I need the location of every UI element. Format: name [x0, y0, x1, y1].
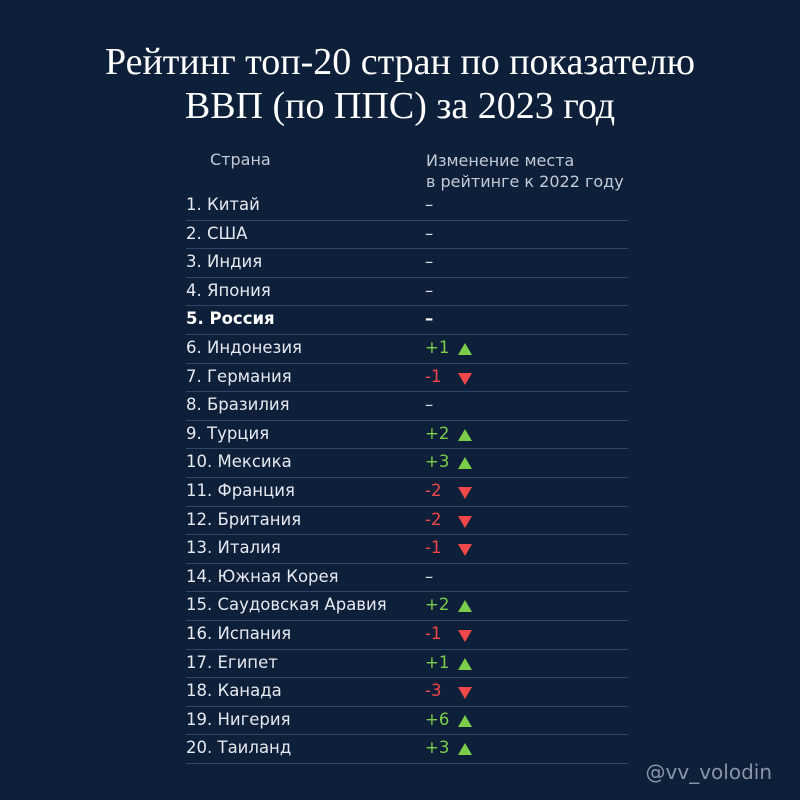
country-label: 15. Саудовская Аравия: [186, 595, 387, 615]
arrow-up-icon: [458, 657, 472, 670]
country-label: 4. Япония: [186, 280, 271, 300]
arrow-up-icon: [458, 428, 472, 441]
country-label: 19. Нигерия: [186, 709, 291, 729]
rank-change-value: -1: [425, 623, 442, 643]
rank-change-value: +3: [425, 452, 450, 472]
column-header-change-line-1: Изменение места: [426, 151, 575, 170]
arrow-down-icon: [458, 372, 472, 385]
country-label: 16. Испания: [186, 623, 292, 643]
table-row: 16. Испания -1: [186, 621, 628, 650]
rank-change-value: +6: [425, 709, 450, 729]
table-row: 10. Мексика +3: [186, 449, 628, 478]
page-title: Рейтинг топ-20 стран по показателю ВВП (…: [0, 40, 800, 128]
country-label: 13. Италия: [186, 538, 281, 558]
country-label: 5. Россия: [186, 309, 275, 329]
arrow-up-icon: [458, 457, 472, 470]
rank-change-value: –: [425, 252, 434, 272]
rank-change-value: +3: [425, 738, 450, 758]
country-label: 1. Китай: [186, 195, 260, 214]
arrow-up-icon: [458, 714, 472, 727]
table-row: 2. США –: [186, 221, 628, 250]
table-row: 6. Индонезия +1: [186, 335, 628, 364]
rank-change-value: –: [425, 566, 434, 586]
country-label: 6. Индонезия: [186, 337, 302, 357]
country-label: 20. Таиланд: [186, 738, 292, 758]
table-row: 18. Канада -3: [186, 678, 628, 707]
country-label: 10. Мексика: [186, 452, 292, 472]
country-label: 14. Южная Корея: [186, 566, 339, 586]
column-header-change: Изменение места в рейтинге к 2022 году: [426, 150, 624, 192]
arrow-down-icon: [458, 687, 472, 700]
table-row: 15. Саудовская Аравия +2: [186, 592, 628, 621]
column-header-change-line-2: в рейтинге к 2022 году: [426, 172, 624, 191]
rank-change-value: -3: [425, 681, 442, 701]
title-line-1: Рейтинг топ-20 стран по показателю: [104, 41, 696, 83]
rank-change-value: –: [425, 395, 434, 415]
ranking-table: 1. Китай –2. США –3. Индия –4. Япония –5. Ро…: [186, 192, 628, 764]
country-label: 17. Египет: [186, 652, 278, 672]
table-row: 14. Южная Корея –: [186, 564, 628, 593]
arrow-down-icon: [458, 629, 472, 642]
country-label: 7. Германия: [186, 366, 292, 386]
rank-change-value: +1: [425, 652, 450, 672]
arrow-up-icon: [458, 342, 472, 355]
rank-change-value: +2: [425, 595, 450, 615]
title-line-2: ВВП (по ППС) за 2023 год: [184, 85, 616, 127]
table-row: 12. Британия -2: [186, 507, 628, 536]
table-row: 13. Италия -1: [186, 535, 628, 564]
arrow-up-icon: [458, 743, 472, 756]
table-row: 19. Нигерия +6: [186, 707, 628, 736]
table-row: 3. Индия –: [186, 249, 628, 278]
country-label: 12. Британия: [186, 509, 302, 529]
rank-change-value: –: [425, 309, 434, 329]
table-row: 8. Бразилия –: [186, 392, 628, 421]
rank-change-value: -1: [425, 538, 442, 558]
country-label: 3. Индия: [186, 252, 263, 272]
rank-change-value: –: [425, 195, 434, 214]
arrow-down-icon: [458, 544, 472, 557]
rank-change-value: +2: [425, 423, 450, 443]
column-header-country: Страна: [210, 150, 271, 169]
table-row: 9. Турция +2: [186, 421, 628, 450]
author-watermark: @vv_volodin: [645, 760, 772, 784]
country-label: 8. Бразилия: [186, 395, 290, 415]
country-label: 11. Франция: [186, 480, 295, 500]
table-row: 11. Франция -2: [186, 478, 628, 507]
rank-change-value: +1: [425, 337, 450, 357]
table-row: 5. Россия –: [186, 306, 628, 335]
table-row: 4. Япония –: [186, 278, 628, 307]
arrow-down-icon: [458, 515, 472, 528]
table-row: 7. Германия -1: [186, 364, 628, 393]
rank-change-value: -1: [425, 366, 442, 386]
arrow-up-icon: [458, 600, 472, 613]
rank-change-value: -2: [425, 480, 442, 500]
table-row: 20. Таиланд +3: [186, 735, 628, 764]
country-label: 9. Турция: [186, 423, 270, 443]
rank-change-value: -2: [425, 509, 442, 529]
table-row: 1. Китай –: [186, 192, 628, 221]
rank-change-value: –: [425, 280, 434, 300]
table-row: 17. Египет +1: [186, 650, 628, 679]
country-label: 2. США: [186, 223, 248, 243]
country-label: 18. Канада: [186, 681, 282, 701]
rank-change-value: –: [425, 223, 434, 243]
arrow-down-icon: [458, 486, 472, 499]
